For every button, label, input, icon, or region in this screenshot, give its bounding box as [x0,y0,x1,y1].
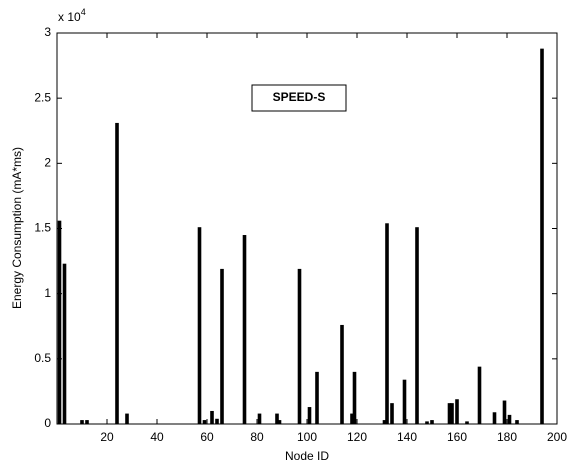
bar [210,410,214,424]
bar [385,223,389,424]
x-tick-label: 20 [100,430,114,444]
x-tick-label: 140 [397,430,417,444]
bar [352,371,357,424]
x-tick-label: 180 [497,430,517,444]
bar [307,407,312,424]
bar [382,420,387,424]
bar [430,420,434,424]
bar [350,413,354,424]
bar [215,418,219,424]
bar [502,400,507,424]
bar [297,268,302,424]
bar [390,403,394,424]
x-tick-label: 200 [547,430,567,444]
annotation: SPEED-S [273,90,326,104]
multiplier-exponent: 4 [81,7,86,17]
axis-multiplier: x 104 [58,7,86,24]
x-tick-label: 120 [347,430,367,444]
bar [492,412,497,424]
x-tick-label: 100 [297,430,317,444]
bar [85,420,89,424]
bar [447,403,452,424]
bar [80,420,84,424]
bar [477,366,482,424]
bar [275,413,279,424]
annotation-box [251,84,347,112]
y-tick-label: 1.5 [34,221,51,235]
y-tick-label: 0.5 [34,351,51,365]
plot-frame [56,32,558,425]
bar [455,399,459,424]
bar [57,220,62,424]
y-tick-label: 2 [44,156,51,170]
bar [277,420,282,424]
y-tick-label: 3 [44,25,51,39]
bar [507,414,512,424]
bar [197,227,202,424]
bar [465,421,469,424]
bar [415,227,419,424]
bar [340,324,344,424]
y-axis-label: Energy Consumption (mA*ms) [10,147,24,309]
bar [450,403,454,424]
x-tick-label: 60 [200,430,214,444]
bar [115,122,119,425]
x-tick-label: 160 [447,430,467,444]
bar [540,48,544,424]
bar [242,235,247,424]
bar [425,421,429,424]
bar [125,413,129,424]
bar [62,263,67,424]
x-axis-label: Node ID [285,449,329,463]
x-tick-label: 40 [150,430,164,444]
y-tick-label: 1 [44,286,51,300]
bar [315,371,319,424]
y-tick-label: 0 [44,416,51,430]
multiplier-base: x 10 [58,10,81,24]
bar [202,420,207,424]
x-tick-label: 80 [250,430,264,444]
bar [220,268,224,424]
bar [402,379,407,424]
bar [257,413,262,424]
y-tick-label: 2.5 [34,90,51,104]
bar [515,420,519,424]
